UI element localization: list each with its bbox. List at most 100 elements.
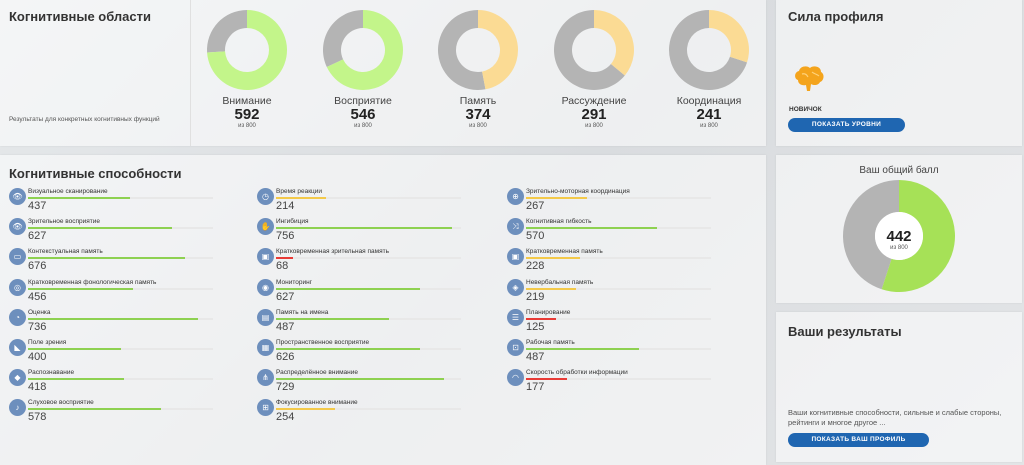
total-score-donut — [843, 180, 955, 292]
skill-name: Фокусированное внимание — [276, 399, 358, 407]
cognitive-area-0[interactable]: Внимание 592 из 800 — [197, 10, 297, 129]
memory-icon: ▣ — [257, 248, 274, 266]
skill-value: 228 — [526, 260, 545, 273]
skill-item[interactable]: ◆ Распознавание 418 — [9, 369, 213, 399]
area-donut — [669, 10, 749, 90]
area-donut-remainder — [438, 10, 486, 90]
skill-name: Кратковременная память — [526, 248, 603, 256]
split-icon: ⋔ — [257, 369, 274, 387]
skill-item[interactable]: ◈ Невербальная память 219 — [507, 278, 711, 309]
skill-progress-track — [276, 227, 461, 230]
estimate-icon: ◔ — [9, 308, 26, 326]
skill-progress-track — [526, 378, 711, 381]
skill-value: 729 — [276, 381, 295, 394]
show-profile-button[interactable]: ПОКАЗАТЬ ВАШ ПРОФИЛЬ — [788, 433, 929, 447]
skill-item[interactable]: ♪ Слуховое восприятие 578 — [9, 399, 213, 429]
cube-icon: ▦ — [257, 339, 274, 356]
total-donut-segment — [881, 180, 955, 292]
skill-value: 736 — [28, 320, 47, 333]
skill-progress-track — [276, 287, 461, 290]
skill-name: Время реакции — [276, 188, 323, 195]
stopwatch-icon: ◷ — [257, 188, 274, 205]
skill-progress-track — [28, 227, 213, 230]
skill-item[interactable]: ⤨ Когнитивная гибкость 570 — [507, 218, 711, 248]
cognitive-abilities-panel: Когнитивные способности 👁 Визуальное скан… — [0, 155, 766, 465]
skill-progress-track — [28, 287, 213, 290]
skill-progress-fill — [526, 227, 658, 230]
profile-level: НОВИЧОК — [789, 106, 822, 113]
area-name: Координация — [676, 95, 742, 107]
area-max: из 800 — [469, 123, 487, 129]
skill-value: 578 — [28, 411, 47, 424]
skill-name: Мониторинг — [276, 278, 313, 286]
eye-icon: 👁 — [9, 188, 26, 205]
skill-value: 418 — [28, 381, 47, 394]
skill-progress-track — [526, 227, 711, 230]
skill-progress-track — [276, 197, 461, 199]
cognitive-area-1[interactable]: Восприятие 546 из 800 — [313, 10, 413, 129]
total-score-value: 442 — [886, 228, 912, 245]
cognitive-area-3[interactable]: Рассуждение 291 из 800 — [544, 10, 644, 129]
skill-item[interactable]: ◣ Поле зрения 400 — [9, 339, 213, 369]
area-score: 374 — [465, 106, 491, 123]
skill-item[interactable]: ▣ Кратковременная память 228 — [507, 248, 711, 278]
skill-item[interactable]: ◉ Мониторинг 627 — [257, 278, 461, 309]
skill-value: 219 — [526, 290, 545, 303]
skill-item[interactable]: ◔ Оценка 736 — [9, 308, 213, 339]
area-donut-remainder — [207, 10, 247, 53]
skill-value: 456 — [28, 290, 47, 303]
skill-item[interactable]: 👁 Визуальное сканирование 437 — [9, 188, 213, 218]
skill-progress-track — [28, 378, 213, 381]
skill-value: 68 — [276, 260, 289, 273]
area-donut — [207, 10, 287, 90]
skill-item[interactable]: ✋ Ингибиция 756 — [257, 218, 461, 248]
skill-item[interactable]: ▤ Память на имена 487 — [257, 308, 461, 339]
skill-progress-fill — [28, 348, 121, 350]
skill-progress-fill — [526, 257, 580, 260]
area-donut-remainder — [554, 10, 625, 90]
show-levels-button[interactable]: ПОКАЗАТЬ УРОВНИ — [788, 118, 905, 132]
skill-item[interactable]: ▣ Кратковременная зрительная память 68 — [257, 248, 461, 278]
memory-icon: ▣ — [507, 248, 524, 266]
skill-item[interactable]: ⊡ Рабочая память 487 — [507, 339, 711, 369]
skill-item[interactable]: ◠ Скорость обработки информации 177 — [507, 369, 711, 399]
skill-progress-fill — [526, 348, 639, 350]
skill-value: 570 — [526, 230, 545, 243]
skill-value: 267 — [526, 200, 545, 212]
skill-name: Планирование — [526, 308, 571, 316]
cognitive-area-4[interactable]: Координация 241 из 800 — [659, 10, 759, 129]
skill-progress-track — [526, 348, 711, 350]
skill-name: Невербальная память — [526, 278, 594, 286]
skill-item[interactable]: ◷ Время реакции 214 — [257, 188, 461, 218]
area-score: 546 — [350, 106, 376, 123]
skill-item[interactable]: ▦ Пространственное восприятие 626 — [257, 339, 461, 369]
results-panel: Ваши результаты Ваши когнитивные способн… — [776, 312, 1022, 462]
results-title: Ваши результаты — [788, 324, 902, 339]
skill-item[interactable]: 👁 Зрительное восприятие 627 — [9, 218, 213, 248]
skill-item[interactable]: ⋔ Распределённое внимание 729 — [257, 369, 461, 399]
skill-item[interactable]: ◎ Кратковременная фонологическая память 45… — [9, 278, 213, 309]
hand-icon: ✋ — [257, 218, 274, 236]
skill-name: Скорость обработки информации — [526, 369, 628, 377]
skill-progress-track — [526, 197, 711, 199]
skill-item[interactable]: ⊕ Зрительно-моторная координация 267 — [507, 188, 711, 218]
speedometer-icon: ◠ — [507, 369, 524, 387]
area-score: 592 — [234, 106, 260, 123]
area-name: Память — [459, 95, 497, 107]
monitoring-icon: ◉ — [257, 278, 274, 296]
skill-name: Память на имена — [276, 308, 329, 316]
ear-icon: ♪ — [9, 399, 26, 417]
area-donut — [323, 10, 403, 90]
skill-item[interactable]: ▭ Контекстуальная память 676 — [9, 248, 213, 278]
skill-name: Поле зрения — [28, 339, 67, 346]
plan-icon: ☰ — [507, 308, 524, 326]
skill-item[interactable]: ☰ Планирование 125 — [507, 308, 711, 339]
skill-progress-fill — [28, 257, 186, 260]
skill-item[interactable]: ⊞ Фокусированное внимание 254 — [257, 399, 461, 429]
cognitive-area-2[interactable]: Память 374 из 800 — [428, 10, 528, 129]
total-score-title: Ваш общий балл — [859, 165, 939, 176]
skill-name: Слуховое восприятие — [28, 399, 94, 407]
skill-value: 487 — [526, 351, 545, 363]
results-description: Ваши когнитивные способности, сильные и … — [788, 408, 1002, 427]
skill-value: 676 — [28, 260, 47, 273]
